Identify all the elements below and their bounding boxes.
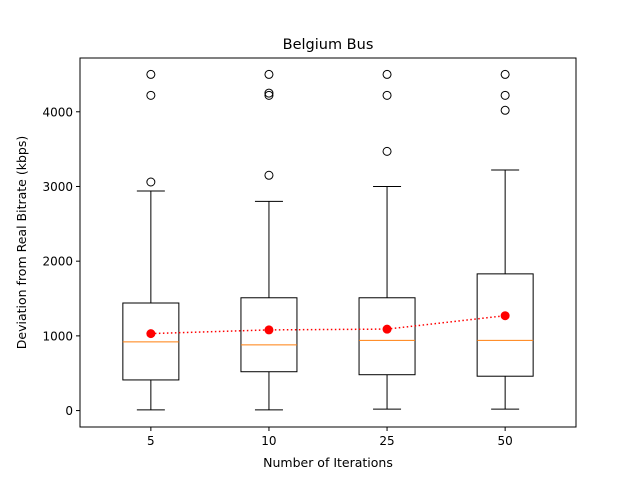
- iqr-box: [240, 297, 298, 373]
- y-tick-label: 3000: [42, 180, 73, 194]
- y-tick-label: 4000: [42, 105, 73, 119]
- outlier-point: [264, 90, 274, 100]
- outlier-point: [382, 90, 392, 100]
- mean-trend-line: [150, 314, 506, 335]
- plot-area: 0 1000 2000 3000 4000 5 10 25 50: [42, 69, 534, 448]
- iqr-box: [358, 297, 416, 376]
- outlier-point: [264, 69, 274, 79]
- outlier-point: [264, 88, 274, 98]
- y-tick-label: 2000: [42, 255, 73, 269]
- plot-frame: [79, 57, 577, 428]
- x-tick-label: 10: [261, 434, 276, 448]
- x-axis-label: Number of Iterations: [263, 455, 393, 470]
- outlier-point: [382, 69, 392, 79]
- mean-point: [382, 324, 392, 334]
- x-tick-label: 50: [498, 434, 513, 448]
- x-tick-label: 25: [379, 434, 394, 448]
- mean-point: [264, 325, 274, 335]
- outlier-point: [146, 69, 156, 79]
- outlier-point: [382, 146, 392, 156]
- chart-title: Belgium Bus: [283, 37, 374, 53]
- mean-point: [500, 311, 510, 321]
- outlier-point: [264, 170, 274, 180]
- outlier-point: [500, 90, 510, 100]
- iqr-box: [476, 273, 534, 377]
- outlier-point: [500, 105, 510, 115]
- y-tick-label: 1000: [42, 329, 73, 343]
- x-tick-label: 5: [147, 434, 155, 448]
- outlier-point: [146, 177, 156, 187]
- y-tick-label: 0: [65, 404, 73, 418]
- y-axis-label: Deviation from Real Bitrate (kbps): [14, 136, 29, 349]
- outlier-point: [500, 69, 510, 79]
- outlier-point: [146, 90, 156, 100]
- mean-point: [146, 329, 156, 339]
